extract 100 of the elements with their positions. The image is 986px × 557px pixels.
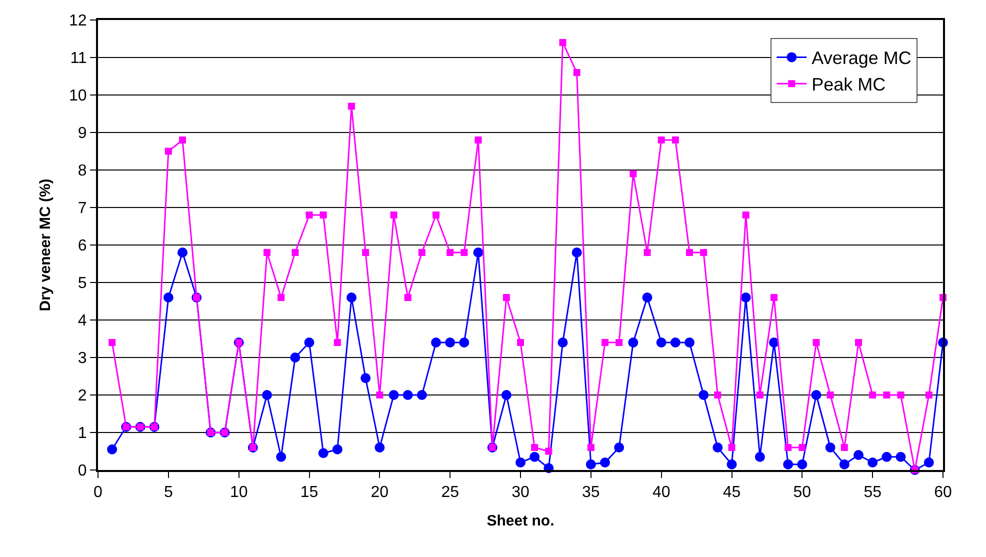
point bbox=[869, 392, 876, 398]
y-tick-label: 7 bbox=[78, 200, 87, 218]
y-tick-label: 2 bbox=[78, 388, 87, 405]
point bbox=[586, 459, 596, 470]
point bbox=[559, 39, 566, 46]
y-tick-label: 9 bbox=[78, 125, 87, 142]
point bbox=[839, 459, 850, 470]
point bbox=[630, 170, 637, 178]
legend-label: Peak MC bbox=[812, 74, 886, 95]
point bbox=[614, 442, 624, 452]
point bbox=[924, 458, 934, 468]
point bbox=[602, 339, 608, 346]
y-tick-label: 11 bbox=[70, 50, 87, 68]
point bbox=[360, 373, 371, 384]
point bbox=[501, 390, 512, 400]
y-axis-title: Dry veneer MC (%) bbox=[36, 178, 54, 312]
y-tick-label: 5 bbox=[78, 275, 87, 292]
point bbox=[163, 292, 174, 302]
point bbox=[855, 339, 862, 346]
point bbox=[545, 448, 552, 455]
point bbox=[925, 392, 932, 398]
x-tick-label: 55 bbox=[864, 484, 882, 502]
point bbox=[728, 444, 736, 451]
x-tick-label: 25 bbox=[441, 484, 460, 502]
point bbox=[698, 390, 709, 400]
y-tick-label: 12 bbox=[69, 12, 87, 30]
point bbox=[262, 390, 272, 400]
point bbox=[628, 338, 638, 348]
point bbox=[854, 450, 864, 460]
point bbox=[558, 338, 568, 348]
point bbox=[362, 249, 370, 256]
point bbox=[672, 136, 679, 144]
point bbox=[700, 249, 708, 256]
point bbox=[756, 392, 764, 398]
point bbox=[784, 444, 792, 451]
point bbox=[390, 212, 398, 218]
point bbox=[164, 148, 172, 155]
point bbox=[896, 452, 906, 462]
point bbox=[616, 339, 623, 346]
point bbox=[473, 248, 484, 258]
point bbox=[797, 459, 808, 470]
point bbox=[812, 339, 820, 346]
legend-label: Average MC bbox=[812, 48, 912, 68]
x-tick-label: 50 bbox=[793, 484, 812, 502]
point bbox=[388, 390, 399, 400]
y-tick-label: 6 bbox=[78, 238, 87, 255]
point bbox=[432, 212, 440, 218]
point bbox=[107, 444, 118, 454]
y-tick-label: 10 bbox=[69, 88, 87, 105]
point bbox=[658, 136, 665, 144]
point bbox=[826, 392, 834, 398]
point bbox=[600, 458, 610, 468]
point bbox=[686, 249, 693, 256]
point bbox=[404, 294, 412, 301]
point bbox=[714, 392, 722, 398]
point bbox=[459, 338, 470, 348]
point bbox=[897, 392, 904, 398]
point bbox=[320, 212, 327, 218]
point bbox=[811, 390, 822, 400]
x-tick-label: 20 bbox=[370, 484, 389, 502]
point bbox=[178, 248, 188, 258]
point bbox=[587, 444, 594, 451]
y-tick-label: 4 bbox=[78, 312, 87, 330]
x-tick-label: 60 bbox=[934, 484, 952, 502]
point bbox=[348, 102, 355, 110]
point bbox=[770, 294, 778, 301]
point bbox=[292, 249, 299, 256]
x-tick-label: 30 bbox=[512, 484, 530, 502]
point bbox=[445, 338, 456, 348]
point bbox=[276, 452, 286, 462]
y-tick-label: 1 bbox=[78, 425, 87, 442]
point bbox=[670, 338, 680, 348]
point bbox=[712, 442, 723, 452]
point bbox=[726, 459, 737, 470]
point bbox=[108, 339, 116, 346]
point bbox=[516, 458, 526, 468]
y-tick-label: 8 bbox=[78, 162, 87, 180]
point bbox=[334, 339, 341, 346]
point bbox=[572, 248, 582, 258]
point bbox=[446, 249, 454, 256]
point bbox=[644, 249, 651, 256]
x-tick-label: 5 bbox=[164, 484, 173, 502]
point bbox=[740, 292, 751, 302]
point bbox=[416, 390, 427, 400]
point bbox=[318, 448, 328, 458]
x-tick-label: 15 bbox=[300, 484, 318, 502]
point bbox=[431, 338, 441, 348]
point bbox=[573, 69, 580, 76]
point bbox=[460, 249, 468, 256]
x-tick-label: 45 bbox=[722, 484, 741, 502]
x-tick-label: 40 bbox=[652, 484, 670, 502]
point bbox=[754, 452, 765, 462]
point bbox=[502, 294, 510, 301]
y-tick-label: 0 bbox=[78, 462, 87, 480]
x-tick-label: 10 bbox=[230, 484, 248, 502]
point bbox=[332, 444, 342, 454]
point bbox=[742, 212, 750, 218]
point bbox=[517, 339, 524, 346]
point bbox=[684, 338, 694, 348]
point bbox=[530, 452, 540, 462]
